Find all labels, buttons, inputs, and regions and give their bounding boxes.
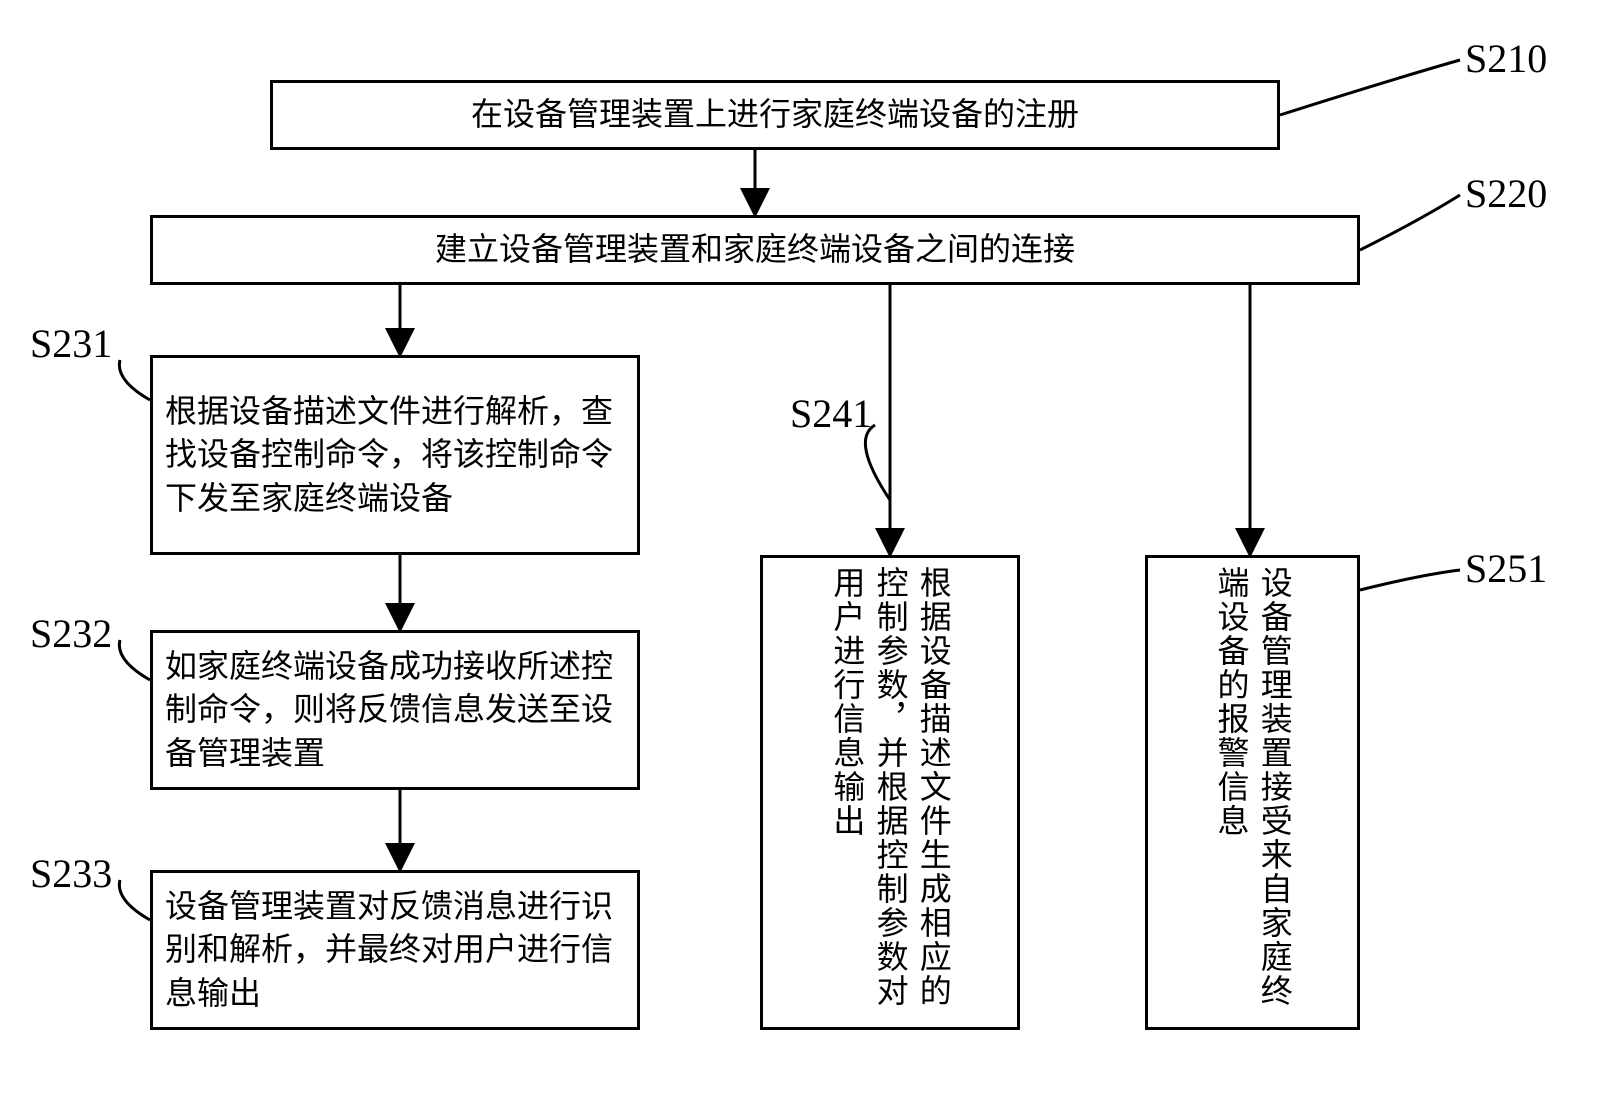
label-s241: S241 <box>790 390 872 437</box>
node-s233-text: 设备管理装置对反馈消息进行识别和解析，并最终对用户进行信息输出 <box>165 885 625 1015</box>
label-s231: S231 <box>30 320 112 367</box>
node-s241-text: 根据设备描述文件生成相应的控制参数，并根据控制参数对用户进行信息输出 <box>825 566 955 1019</box>
label-s251: S251 <box>1465 545 1547 592</box>
node-s220-text: 建立设备管理装置和家庭终端设备之间的连接 <box>435 228 1075 271</box>
node-s232: 如家庭终端设备成功接收所述控制命令，则将反馈信息发送至设备管理装置 <box>150 630 640 790</box>
node-s251: 设备管理装置接受来自家庭终端设备的报警信息 <box>1145 555 1360 1030</box>
label-s232: S232 <box>30 610 112 657</box>
node-s241: 根据设备描述文件生成相应的控制参数，并根据控制参数对用户进行信息输出 <box>760 555 1020 1030</box>
node-s231: 根据设备描述文件进行解析，查找设备控制命令，将该控制命令下发至家庭终端设备 <box>150 355 640 555</box>
node-s210: 在设备管理装置上进行家庭终端设备的注册 <box>270 80 1280 150</box>
label-s210: S210 <box>1465 35 1547 82</box>
node-s220: 建立设备管理装置和家庭终端设备之间的连接 <box>150 215 1360 285</box>
label-s233: S233 <box>30 850 112 897</box>
label-s220: S220 <box>1465 170 1547 217</box>
node-s231-text: 根据设备描述文件进行解析，查找设备控制命令，将该控制命令下发至家庭终端设备 <box>165 390 625 520</box>
node-s251-text: 设备管理装置接受来自家庭终端设备的报警信息 <box>1209 566 1295 1019</box>
node-s232-text: 如家庭终端设备成功接收所述控制命令，则将反馈信息发送至设备管理装置 <box>165 645 625 775</box>
flowchart-canvas: 在设备管理装置上进行家庭终端设备的注册 建立设备管理装置和家庭终端设备之间的连接… <box>20 20 1605 1088</box>
node-s210-text: 在设备管理装置上进行家庭终端设备的注册 <box>471 93 1079 136</box>
node-s233: 设备管理装置对反馈消息进行识别和解析，并最终对用户进行信息输出 <box>150 870 640 1030</box>
